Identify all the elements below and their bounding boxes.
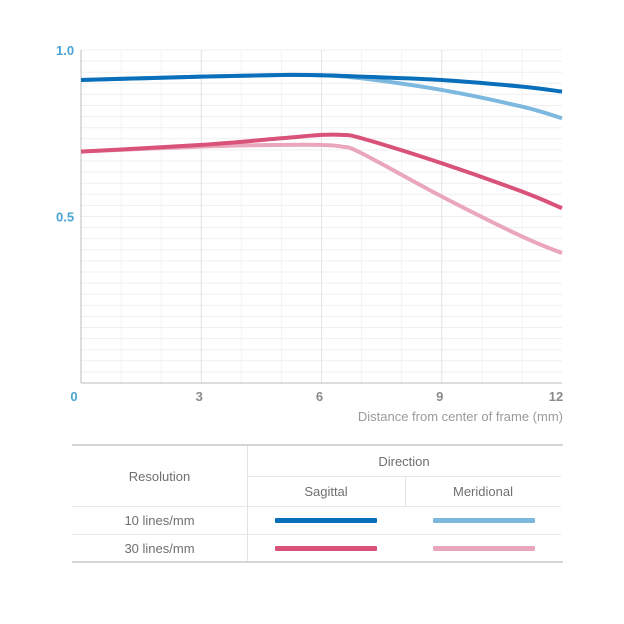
y-tick-label: 0.5 [56, 210, 74, 225]
swatch-30-meridional [433, 546, 535, 551]
row-label-10-lines: 10 lines/mm [124, 512, 195, 528]
sagittal-header: Sagittal [304, 483, 348, 499]
legend-rule-2 [72, 506, 561, 507]
y-tick-label: 1.0 [56, 43, 74, 58]
x-tick-label: 9 [436, 389, 443, 404]
x-tick-label: 0 [70, 389, 77, 404]
legend-divider-direction [405, 476, 406, 506]
series-layer [80, 72, 563, 255]
mtf-chart: 0.5 1.0 0 3 6 9 12 Distance from center of fra… [56, 43, 563, 424]
x-tick-label: 3 [196, 389, 203, 404]
x-tick-label: 6 [316, 389, 323, 404]
legend-table: Resolution Direction Sagittal Meridional… [72, 444, 563, 563]
swatch-30-sagittal [275, 546, 377, 551]
series-line-10-lines-mm-sagittal [80, 72, 563, 94]
legend-rule-1 [247, 476, 561, 477]
resolution-header: Resolution [128, 468, 191, 484]
series-line-30-lines-mm-sagittal [80, 132, 563, 211]
legend-rule-3 [72, 534, 561, 535]
x-axis-label: Distance from center of frame (mm) [358, 409, 563, 424]
meridional-header: Meridional [453, 483, 513, 499]
direction-header: Direction [378, 453, 430, 469]
x-tick-label: 12 [549, 389, 563, 404]
swatch-10-sagittal [275, 518, 377, 523]
legend-divider-main [247, 446, 248, 561]
row-label-30-lines: 30 lines/mm [124, 540, 195, 556]
swatch-10-meridional [433, 518, 535, 523]
tick-layer: 0.5 1.0 0 3 6 9 12 [56, 43, 563, 404]
chart-grid [81, 49, 562, 384]
